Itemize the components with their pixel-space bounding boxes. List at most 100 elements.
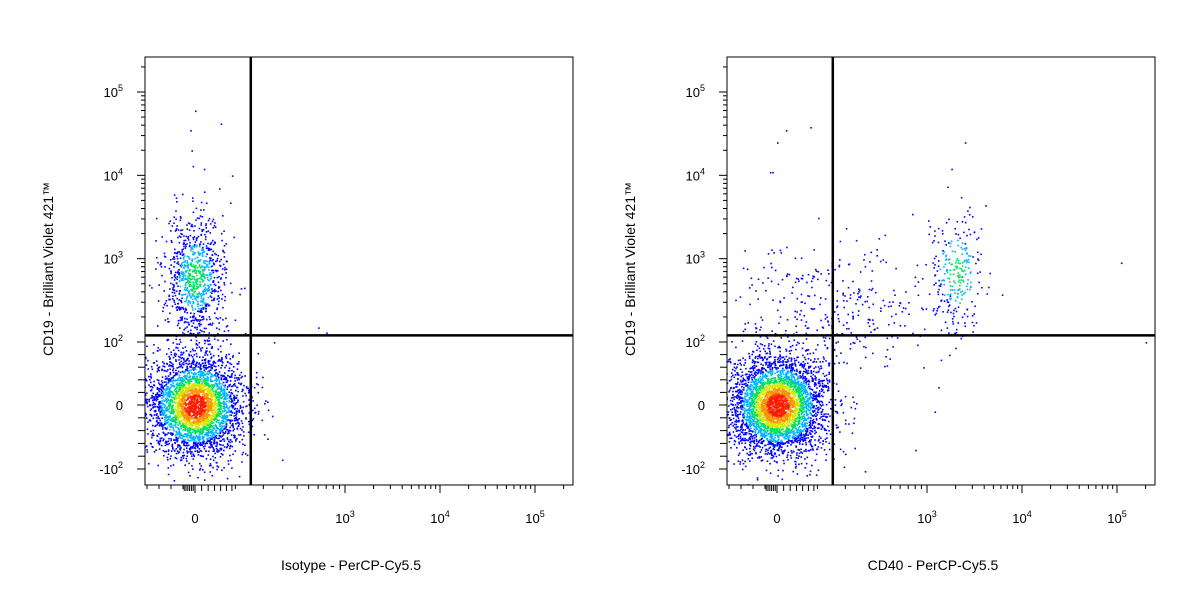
event-dot xyxy=(180,354,182,356)
event-dot xyxy=(261,386,264,389)
event-dot xyxy=(181,381,183,383)
event-dot xyxy=(194,439,196,441)
event-dot xyxy=(178,362,181,364)
event-dot xyxy=(222,340,224,342)
event-dot xyxy=(196,244,198,247)
event-dot xyxy=(221,298,223,300)
event-dot xyxy=(184,388,187,390)
event-dot xyxy=(150,365,153,368)
event-dot xyxy=(197,235,200,238)
event-dot xyxy=(794,364,797,366)
event-dot xyxy=(212,402,214,404)
event-dot xyxy=(149,409,152,412)
event-dot xyxy=(191,325,193,327)
event-dot xyxy=(210,406,213,409)
event-dot xyxy=(200,267,202,269)
event-dot xyxy=(169,220,171,222)
event-dot xyxy=(238,352,240,354)
event-dot xyxy=(158,408,160,411)
event-dot xyxy=(225,355,227,358)
event-dot xyxy=(717,456,719,458)
event-dot xyxy=(211,387,213,389)
event-dot xyxy=(773,432,776,434)
event-dot xyxy=(227,370,230,372)
event-dot xyxy=(195,390,198,392)
event-dot xyxy=(182,277,185,280)
event-dot xyxy=(201,397,203,399)
event-dot xyxy=(211,417,213,419)
event-dot xyxy=(175,394,178,396)
event-dot xyxy=(739,411,742,413)
event-dot xyxy=(123,446,125,448)
event-dot xyxy=(215,426,218,429)
event-dot xyxy=(193,374,196,376)
event-dot xyxy=(138,421,140,423)
event-dot xyxy=(171,412,173,414)
event-dot xyxy=(166,406,168,408)
event-dot xyxy=(184,285,187,287)
event-dot xyxy=(203,299,205,302)
event-dot xyxy=(169,390,171,392)
event-dot xyxy=(159,388,162,390)
event-dot xyxy=(175,392,178,395)
event-dot xyxy=(205,368,207,370)
event-dot xyxy=(187,370,190,372)
event-dot xyxy=(728,359,730,361)
event-dot xyxy=(170,351,172,353)
event-dot xyxy=(237,399,239,401)
event-dot xyxy=(229,376,232,379)
event-dot xyxy=(221,357,223,359)
event-dot xyxy=(815,371,817,374)
event-dot xyxy=(184,376,186,379)
event-dot xyxy=(225,381,228,384)
event-dot xyxy=(264,402,266,405)
event-dot xyxy=(204,405,206,408)
event-dot xyxy=(185,299,188,301)
event-dot xyxy=(193,284,196,286)
event-dot xyxy=(155,420,158,423)
event-dot xyxy=(158,394,161,397)
event-dot xyxy=(232,429,235,432)
event-dot xyxy=(201,308,203,310)
event-dot xyxy=(186,374,188,377)
event-dot xyxy=(200,415,203,418)
event-dot xyxy=(189,395,192,398)
event-dot xyxy=(795,404,797,407)
event-dot xyxy=(171,409,173,411)
event-dot xyxy=(192,378,194,380)
event-dot xyxy=(201,248,203,251)
event-dot xyxy=(168,391,170,394)
event-dot xyxy=(166,388,169,391)
event-dot xyxy=(153,414,156,416)
event-dot xyxy=(132,400,134,402)
event-dot xyxy=(193,440,195,443)
event-dot xyxy=(202,300,204,303)
event-dot xyxy=(224,418,227,420)
event-dot xyxy=(215,384,218,386)
event-dot xyxy=(155,360,158,362)
event-dot xyxy=(192,236,194,239)
event-dot xyxy=(186,429,188,431)
event-dot xyxy=(765,427,767,430)
event-dot xyxy=(161,400,163,402)
event-dot xyxy=(179,388,182,391)
event-dot xyxy=(224,393,226,395)
event-dot xyxy=(189,382,192,385)
event-dot xyxy=(176,391,178,393)
event-dot xyxy=(191,362,193,365)
event-dot xyxy=(192,211,195,214)
event-dot xyxy=(169,357,171,359)
event-dot xyxy=(227,440,230,443)
event-dot xyxy=(196,295,199,298)
event-dot xyxy=(265,400,267,402)
event-dot xyxy=(222,444,224,447)
event-dot xyxy=(203,378,205,381)
event-dot xyxy=(235,440,237,442)
event-dot xyxy=(194,403,197,406)
event-dot xyxy=(807,380,809,382)
event-dot xyxy=(203,440,205,443)
event-dot xyxy=(182,415,185,418)
event-dot xyxy=(124,436,126,438)
event-dot xyxy=(182,279,184,282)
event-dot xyxy=(171,400,173,402)
